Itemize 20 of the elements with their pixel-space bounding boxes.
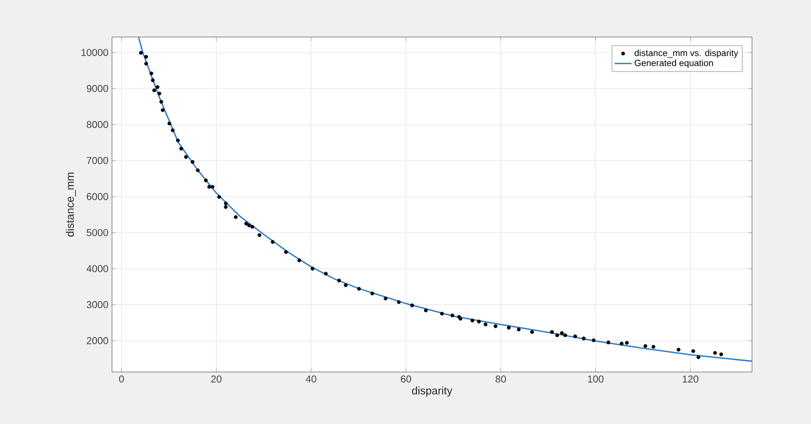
legend-label: Generated equation bbox=[634, 60, 713, 68]
x-tick-label: 60 bbox=[400, 376, 412, 383]
y-tick-label: 3000 bbox=[86, 301, 108, 308]
y-tick-label: 2000 bbox=[86, 337, 108, 344]
y-axis-title: distance_mm bbox=[66, 172, 76, 237]
y-tick-label: 9000 bbox=[86, 84, 108, 92]
x-tick-label: 40 bbox=[306, 376, 316, 383]
legend-label: distance_mm vs. disparity bbox=[634, 50, 738, 58]
x-tick-label: 80 bbox=[496, 376, 506, 383]
y-tick-label: 10000 bbox=[82, 48, 108, 56]
y-tick-label: 4000 bbox=[86, 265, 108, 272]
y-tick-label: 6000 bbox=[86, 193, 108, 200]
x-tick-label: 120 bbox=[682, 376, 698, 383]
y-tick-label: 7000 bbox=[86, 157, 108, 164]
x-axis-title: disparity bbox=[412, 386, 452, 397]
y-tick-label: 8000 bbox=[86, 121, 108, 128]
x-tick-label: 0 bbox=[119, 376, 124, 383]
y-tick-label: 5000 bbox=[86, 229, 108, 236]
x-tick-label: 20 bbox=[211, 376, 222, 383]
x-tick-label: 100 bbox=[588, 376, 604, 383]
